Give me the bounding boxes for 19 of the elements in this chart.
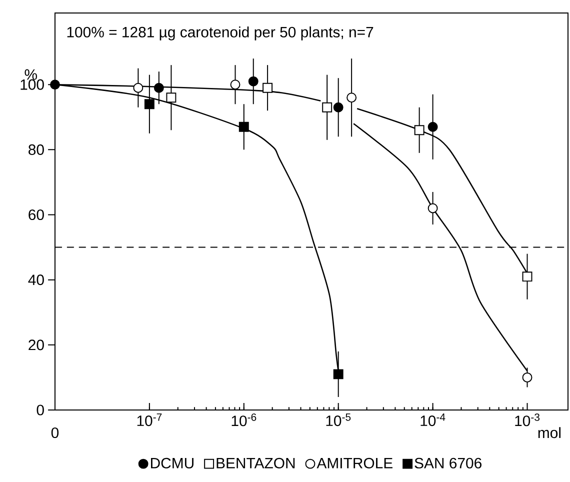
x-tick-label: 10$^{-4}$: [420, 414, 446, 426]
y-tick-label: 100: [20, 79, 44, 90]
x-tick-label: 10$^{-6}$: [232, 414, 256, 426]
y-tick-label: 20: [28, 340, 44, 350]
y-tick-label: 0: [36, 404, 44, 416]
x-axis-title: mol: [538, 427, 560, 438]
x-tick-label: 10$^{-7}$: [137, 414, 162, 426]
y-tick-label: 40: [28, 274, 44, 286]
y-tick-label: 60: [28, 209, 44, 220]
annotation: 100% = 1281 µg carotenoid per 50 plants; n=7: [67, 26, 374, 40]
legend-label: BENTAZON: [216, 458, 295, 468]
x-tick-label: 10$^{-5}$: [326, 414, 351, 426]
y-axis-title: %: [24, 69, 37, 80]
text: 0: [51, 427, 59, 438]
legend-label: SAN 6706: [414, 458, 482, 468]
legend-label: AMITROLE: [316, 458, 392, 468]
y-tick-label: 80: [28, 144, 44, 155]
legend-label: DCMU: [151, 458, 194, 468]
x-tick-label: 10$^{-3}$: [515, 414, 540, 426]
